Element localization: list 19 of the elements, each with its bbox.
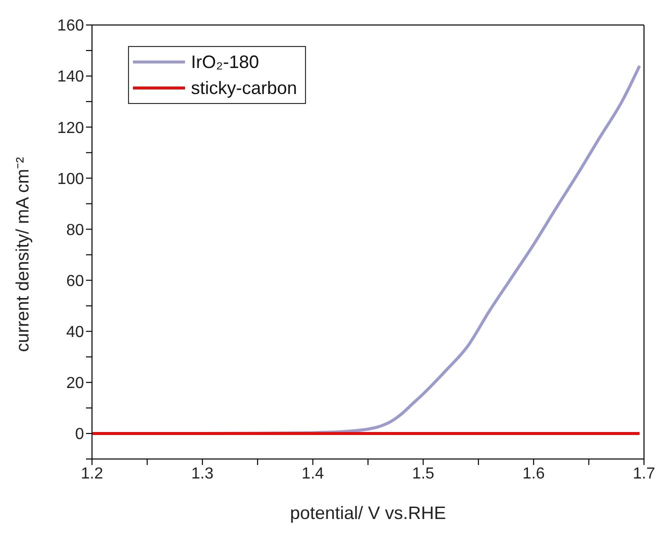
y-tick-label: 160	[57, 18, 84, 35]
y-tick-label: 80	[66, 222, 84, 239]
legend-label: IrO₂-180	[191, 51, 260, 74]
y-tick-label: 140	[57, 68, 84, 86]
x-axis-title: potential/ V vs.RHE	[290, 503, 446, 523]
x-tick-label: 1.2	[80, 465, 104, 482]
x-tick-label: 1.4	[302, 465, 324, 482]
y-tick-label: 0	[75, 426, 84, 444]
y-axis-title: current density/ mA cm⁻²	[12, 156, 32, 352]
y-tick-label: 20	[66, 375, 84, 392]
y-tick-label: 120	[57, 120, 84, 137]
y-tick-label: 40	[66, 324, 84, 342]
x-tick-label: 1.6	[522, 465, 545, 482]
x-tick-label: 1.7	[632, 465, 656, 482]
x-tick-label: 1.3	[191, 465, 214, 482]
legend-label: sticky-carbon	[191, 77, 298, 100]
y-tick-label: 60	[66, 272, 84, 290]
x-tick-label: 1.5	[412, 465, 434, 482]
y-tick-label: 100	[57, 170, 84, 188]
